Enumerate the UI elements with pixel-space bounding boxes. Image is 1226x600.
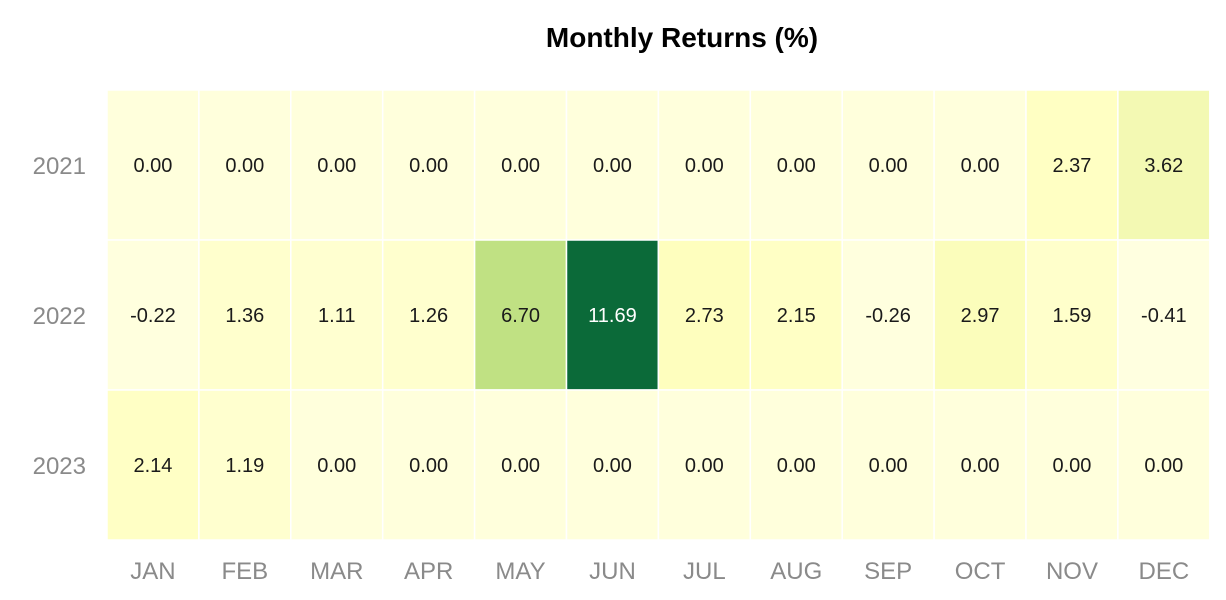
cell-value-label: 0.00 xyxy=(501,155,540,177)
x-tick-label: DEC xyxy=(1139,558,1190,585)
x-tick-label: JUN xyxy=(589,558,636,585)
cell-value-label: -0.26 xyxy=(865,305,911,327)
cell-value-label: 0.00 xyxy=(317,455,356,477)
cell-value-label: 0.00 xyxy=(869,155,908,177)
heatmap-cell-2021-dec xyxy=(1117,89,1211,241)
heatmap-cell-2021-aug xyxy=(749,89,843,241)
cell-value-label: 1.11 xyxy=(318,305,355,327)
x-tick-label: AUG xyxy=(770,558,822,585)
cell-value-label: -0.22 xyxy=(130,305,176,327)
x-tick-label: NOV xyxy=(1046,558,1098,585)
cell-value-label: 2.15 xyxy=(777,305,816,327)
heatmap-cell-2023-jul xyxy=(657,389,752,541)
cell-value-label: 0.00 xyxy=(1144,455,1183,477)
heatmap-cell-2023-dec xyxy=(1117,389,1211,541)
cell-value-label: 1.19 xyxy=(225,455,264,477)
cell-value-label: 0.00 xyxy=(409,155,448,177)
cell-value-label: 2.97 xyxy=(961,305,1000,327)
heatmap-cell-2022-jan xyxy=(106,239,200,391)
heatmap-cell-2021-may xyxy=(473,89,568,241)
cell-value-label: 0.00 xyxy=(777,155,816,177)
cell-value-label: 2.14 xyxy=(133,455,172,477)
cell-value-label: 0.00 xyxy=(1052,455,1091,477)
y-axis-ticks: 2021 2022 2023 xyxy=(33,153,86,480)
heatmap-cell-2022-sep xyxy=(841,239,935,391)
cell-value-label: 0.00 xyxy=(593,455,632,477)
heatmap-cell-2023-may xyxy=(473,389,568,541)
cell-value-label: 0.00 xyxy=(961,155,1000,177)
cell-value-label: 0.00 xyxy=(869,455,908,477)
cell-value-label: 0.00 xyxy=(501,455,540,477)
x-tick-label: APR xyxy=(404,558,453,585)
heatmap-cell-2022-apr xyxy=(381,239,476,391)
heatmap-cell-2022-nov xyxy=(1025,239,1119,391)
cell-value-label: 0.00 xyxy=(593,155,632,177)
x-tick-label: MAR xyxy=(310,558,363,585)
cell-value-label: 2.37 xyxy=(1052,155,1091,177)
heatmap-cell-2021-mar xyxy=(290,89,384,241)
cell-value-label: 0.00 xyxy=(685,455,724,477)
heatmap-cells: 0.00 0.00 0.00 0.00 0.00 0.00 0.00 0.00 0.00 0.00… xyxy=(106,89,1211,541)
cell-value-label: 11.69 xyxy=(588,305,637,327)
cell-value-label: 1.26 xyxy=(409,305,448,327)
heatmap-cell-2022-oct xyxy=(933,239,1027,391)
x-tick-label: JUL xyxy=(683,558,726,585)
heatmap-cell-2022-aug xyxy=(749,239,843,391)
heatmap-cell-2022-jul xyxy=(657,239,752,391)
cell-value-label: 2.73 xyxy=(685,305,724,327)
x-tick-label: JAN xyxy=(130,558,175,585)
cell-value-label: 0.00 xyxy=(133,155,172,177)
x-axis-ticks: JAN FEB MAR APR MAY JUN JUL AUG SEP OCT NOV DEC xyxy=(130,558,1189,585)
cell-value-label: 0.00 xyxy=(777,455,816,477)
heatmap-cell-2023-mar xyxy=(290,389,384,541)
heatmap-cell-2022-may xyxy=(473,239,568,391)
heatmap-cell-2021-feb xyxy=(198,89,292,241)
heatmap-cell-2023-nov xyxy=(1025,389,1119,541)
y-tick-label: 2023 xyxy=(33,453,86,480)
cell-value-label: 0.00 xyxy=(961,455,1000,477)
cell-value-label: 0.00 xyxy=(225,155,264,177)
heatmap-cell-2023-jan xyxy=(106,389,200,541)
heatmap-cell-2022-jun xyxy=(565,239,660,391)
cell-value-label: 0.00 xyxy=(685,155,724,177)
heatmap-cell-2023-oct xyxy=(933,389,1027,541)
x-tick-label: OCT xyxy=(955,558,1006,585)
cell-value-label: 6.70 xyxy=(501,305,540,327)
heatmap-cell-2021-jan xyxy=(106,89,200,241)
heatmap-cell-2021-apr xyxy=(381,89,476,241)
cell-value-label: 3.62 xyxy=(1144,155,1183,177)
cell-value-label: -0.41 xyxy=(1141,305,1187,327)
cell-value-label: 1.59 xyxy=(1052,305,1091,327)
x-tick-label: MAY xyxy=(495,558,545,585)
heatmap-cell-2021-jun xyxy=(565,89,660,241)
x-tick-label: FEB xyxy=(222,558,269,585)
y-tick-label: 2021 xyxy=(33,153,86,180)
y-tick-label: 2022 xyxy=(33,303,86,330)
cell-value-label: 0.00 xyxy=(317,155,356,177)
cell-value-label: 1.36 xyxy=(225,305,264,327)
heatmap-cell-2022-feb xyxy=(198,239,292,391)
heatmap-cell-2022-dec xyxy=(1117,239,1211,391)
cell-value-label: 0.00 xyxy=(409,455,448,477)
chart-title: Monthly Returns (%) xyxy=(546,22,818,53)
heatmap-cell-2023-apr xyxy=(381,389,476,541)
x-tick-label: SEP xyxy=(864,558,912,585)
heatmap-cell-2021-oct xyxy=(933,89,1027,241)
